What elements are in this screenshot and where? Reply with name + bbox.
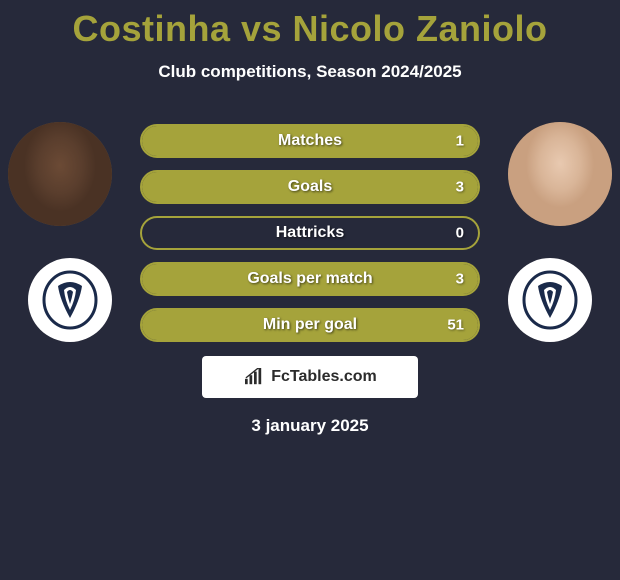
stat-label: Hattricks: [142, 224, 478, 242]
player-left-club-badge: [28, 258, 112, 342]
stat-label: Goals per match: [142, 270, 478, 288]
stat-label: Matches: [142, 132, 478, 150]
stat-value-right: 0: [456, 225, 464, 242]
player-left-avatar: [8, 122, 112, 226]
subtitle: Club competitions, Season 2024/2025: [0, 62, 620, 82]
player-right-avatar: [508, 122, 612, 226]
stat-value-right: 3: [456, 179, 464, 196]
brand-box: FcTables.com: [202, 356, 418, 398]
stat-row: Goals per match 3: [140, 262, 480, 296]
player-right-face: [508, 122, 612, 226]
atalanta-crest-icon: [520, 270, 580, 330]
stat-row: Min per goal 51: [140, 308, 480, 342]
page-title: Costinha vs Nicolo Zaniolo: [0, 0, 620, 50]
brand-text: FcTables.com: [271, 368, 377, 386]
date-text: 3 january 2025: [0, 416, 620, 436]
player-right-club-badge: [508, 258, 592, 342]
stat-rows: Matches 1 Goals 3 Hattricks 0 Goals per …: [140, 122, 480, 342]
player-left-face: [8, 122, 112, 226]
stat-value-right: 3: [456, 271, 464, 288]
stat-label: Goals: [142, 178, 478, 196]
comparison-panel: Matches 1 Goals 3 Hattricks 0 Goals per …: [0, 122, 620, 436]
bar-chart-icon: [243, 368, 265, 386]
atalanta-crest-icon: [40, 270, 100, 330]
stat-label: Min per goal: [142, 316, 478, 334]
stat-row: Matches 1: [140, 124, 480, 158]
stat-row: Goals 3: [140, 170, 480, 204]
stat-value-right: 51: [447, 317, 464, 334]
stat-row: Hattricks 0: [140, 216, 480, 250]
stat-value-right: 1: [456, 133, 464, 150]
